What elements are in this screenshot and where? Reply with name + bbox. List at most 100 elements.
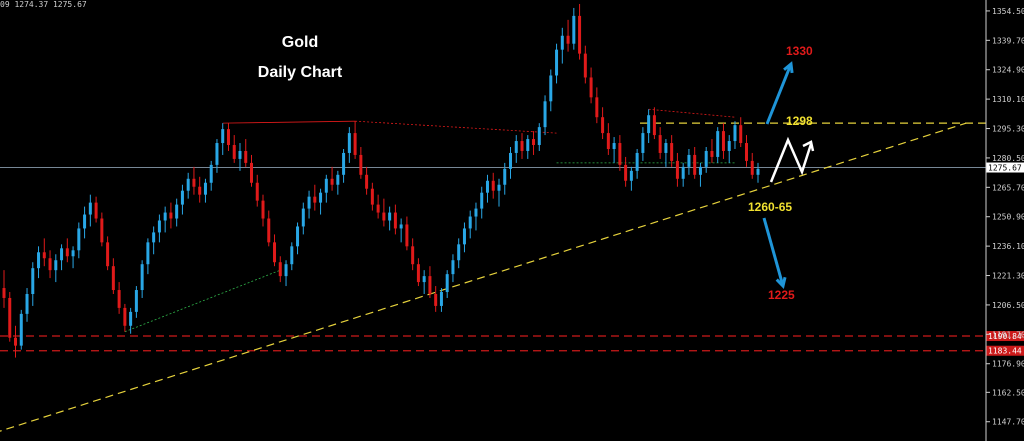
candle-body (88, 202, 92, 215)
candle-body (313, 196, 317, 203)
candle-body (19, 313, 23, 346)
candle-body (31, 268, 35, 294)
candle-body (497, 184, 501, 191)
candle-body (491, 180, 495, 191)
y-tick-label: 1310.10 (992, 95, 1024, 104)
candle-body (123, 307, 127, 326)
candle-body (612, 143, 616, 149)
candle-body (301, 208, 305, 227)
level1-tag-bg (986, 331, 1024, 342)
candle-body (290, 246, 294, 265)
candle-body (566, 35, 570, 44)
candle-body (382, 212, 386, 221)
candle-body (221, 129, 225, 144)
candle-body (721, 131, 725, 151)
candle-body (100, 218, 104, 243)
candle-body (198, 186, 202, 195)
projection-arrows (762, 61, 815, 290)
candle-body (152, 232, 156, 243)
candle-body (399, 224, 403, 229)
y-tick-label: 1191.70 (992, 330, 1024, 339)
candle-body (503, 168, 507, 185)
candle-body (629, 170, 633, 181)
green-line-1 (124, 269, 281, 333)
candle-body (117, 290, 121, 308)
y-tick-label: 1236.10 (992, 242, 1024, 251)
candle-body (572, 15, 576, 44)
candle-body (698, 166, 702, 175)
y-tick-label: 1206.50 (992, 301, 1024, 310)
candle-body (83, 214, 87, 229)
candle-body (365, 174, 369, 189)
candle-body (733, 125, 737, 142)
candle-body (37, 252, 41, 269)
candle-body (186, 178, 190, 191)
candle-body (129, 311, 133, 326)
candle-body (439, 292, 443, 306)
candle-body (606, 133, 610, 149)
candle-body (106, 242, 110, 267)
candle-body (140, 264, 144, 291)
candle-body (324, 178, 328, 193)
candle-body (347, 133, 351, 153)
candle-body (595, 97, 599, 118)
y-tick-label: 1354.50 (992, 7, 1024, 16)
candle-body (393, 212, 397, 229)
ohlc-header: 09 1274.37 1275.67 (0, 0, 87, 9)
candle-body (192, 178, 196, 187)
candle-body (25, 294, 29, 314)
candle-body (60, 248, 64, 261)
level2-tag: 1183.44 (988, 347, 1022, 356)
candle-body (180, 190, 184, 205)
candle-body (589, 77, 593, 98)
candle-body (532, 139, 536, 146)
candle-body (353, 133, 357, 155)
arrow-down-1225 (762, 217, 785, 287)
candle-body (739, 125, 743, 144)
resistance-label: 1298 (786, 114, 813, 128)
candle-body (675, 160, 679, 179)
candle-body (451, 260, 455, 275)
candle-body (670, 143, 674, 161)
horizontal-levels: 1275.67 1190.84 1183.44 (0, 122, 1024, 356)
candle-body (48, 258, 52, 271)
top-line-3 (648, 108, 736, 118)
candle-body (238, 150, 242, 159)
candle-body (284, 264, 288, 277)
candle-body (249, 162, 253, 183)
candle-body (422, 276, 426, 283)
candle-body (209, 164, 213, 183)
candle-body (474, 208, 478, 217)
price-axis: 1354.50 1339.70 1324.90 1310.10 1295.30 1280.… (985, 0, 1024, 441)
current-price-tag-bg (986, 162, 1024, 173)
candle-body (647, 115, 651, 134)
target-down-label: 1225 (768, 288, 795, 302)
candle-body (555, 49, 559, 76)
candle-body (445, 274, 449, 293)
candle-body (175, 204, 179, 219)
candle-body (756, 168, 760, 175)
candle-body (273, 242, 277, 263)
candle-body (146, 242, 150, 265)
ascending-trendline (0, 122, 967, 432)
candle-body (428, 276, 432, 294)
candle-body (744, 143, 748, 161)
candle-body (388, 212, 392, 221)
y-tick-label: 1250.90 (992, 213, 1024, 222)
candle-body (411, 246, 415, 265)
candle-body (658, 135, 662, 153)
y-tick-label: 1280.50 (992, 154, 1024, 163)
candle-body (716, 131, 720, 157)
candle-body (226, 129, 230, 146)
candle-body (578, 15, 582, 54)
support-label: 1260-65 (748, 200, 793, 214)
candle-body (601, 117, 605, 134)
candle-body (635, 152, 639, 171)
candle-body (261, 200, 265, 219)
annotation-lines (0, 108, 967, 432)
chart-title: Gold (281, 34, 319, 51)
candle-body (687, 154, 691, 167)
y-tick-label: 1162.50 (992, 388, 1024, 397)
candle-body (434, 294, 438, 306)
